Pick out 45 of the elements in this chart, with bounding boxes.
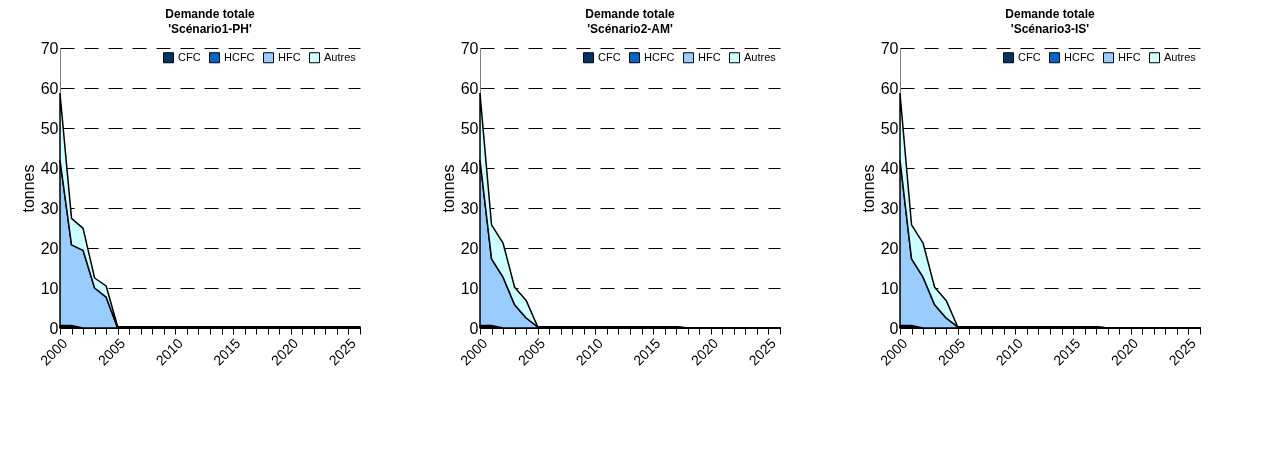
y-tick-label: 70 bbox=[880, 39, 899, 57]
y-tick-label: 60 bbox=[40, 79, 59, 97]
y-axis-title: tonnes bbox=[859, 164, 877, 213]
legend-label: CFC bbox=[1018, 50, 1041, 63]
y-tick-label: 30 bbox=[880, 199, 899, 217]
legend-label: HCFC bbox=[644, 50, 675, 63]
y-tick-label: 50 bbox=[880, 119, 899, 137]
y-tick-label: 70 bbox=[40, 39, 59, 57]
legend-label: HFC bbox=[278, 50, 301, 63]
legend-label: HCFC bbox=[224, 50, 255, 63]
chart-title: Demande totale bbox=[585, 7, 675, 21]
chart-subtitle: 'Scénario2-AM' bbox=[587, 22, 674, 36]
y-tick-label: 70 bbox=[460, 39, 479, 57]
legend-label: CFC bbox=[598, 50, 621, 63]
y-tick-label: 10 bbox=[880, 279, 899, 297]
y-tick-label: 20 bbox=[880, 239, 899, 257]
chart-title: Demande totale bbox=[165, 7, 255, 21]
chart-title: Demande totale bbox=[1005, 7, 1095, 21]
y-tick-label: 60 bbox=[880, 79, 899, 97]
y-tick-label: 40 bbox=[880, 159, 899, 177]
y-tick-label: 0 bbox=[889, 319, 899, 337]
y-tick-label: 40 bbox=[460, 159, 479, 177]
y-tick-label: 30 bbox=[460, 199, 479, 217]
chart-subtitle: 'Scénario1-PH' bbox=[168, 22, 253, 36]
y-axis-title: tonnes bbox=[439, 164, 457, 213]
legend-label: HFC bbox=[698, 50, 721, 63]
y-axis-title: tonnes bbox=[19, 164, 37, 213]
y-tick-label: 60 bbox=[460, 79, 479, 97]
y-tick-label: 0 bbox=[49, 319, 59, 337]
legend-label: Autres bbox=[744, 50, 777, 63]
y-tick-label: 20 bbox=[460, 239, 479, 257]
y-tick-label: 10 bbox=[460, 279, 479, 297]
y-tick-label: 40 bbox=[40, 159, 59, 177]
y-tick-label: 50 bbox=[40, 119, 59, 137]
legend-label: Autres bbox=[1164, 50, 1197, 63]
chart-subtitle: 'Scénario3-IS' bbox=[1010, 22, 1090, 36]
legend-label: HCFC bbox=[1064, 50, 1095, 63]
y-tick-label: 0 bbox=[469, 319, 479, 337]
y-tick-label: 50 bbox=[460, 119, 479, 137]
legend-label: Autres bbox=[324, 50, 357, 63]
y-tick-label: 10 bbox=[40, 279, 59, 297]
legend-label: HFC bbox=[1118, 50, 1141, 63]
legend-label: CFC bbox=[178, 50, 201, 63]
y-tick-label: 20 bbox=[40, 239, 59, 257]
y-tick-label: 30 bbox=[40, 199, 59, 217]
